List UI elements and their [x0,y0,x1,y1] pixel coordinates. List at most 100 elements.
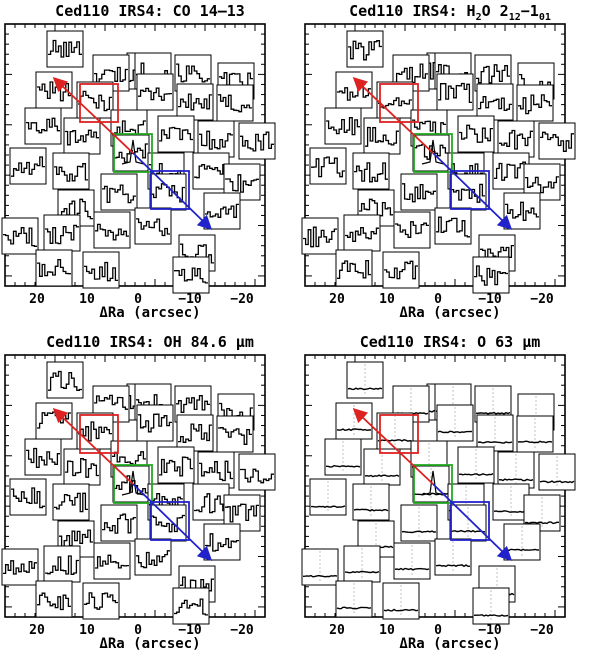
x-tick-label: 10 [379,623,395,636]
central-peak [421,470,445,496]
spaxel [216,84,254,122]
spectrum [377,439,413,442]
spectrum [136,218,170,237]
redshifted-outflow-arrow [352,408,434,485]
spaxel-box [63,448,101,486]
spaxel-box [9,478,47,516]
spectrum [94,394,128,410]
spaxel [172,587,210,625]
x-tick-label: 20 [29,292,45,305]
spaxel [63,117,101,155]
spaxel-box [46,30,84,68]
spaxel-box [343,214,381,252]
spectrum [240,468,274,484]
spectrum [159,126,193,142]
spaxel [35,249,73,287]
redshifted-outflow-arrow [52,77,134,154]
spectrum [26,447,60,469]
x-axis-label: ΔRa (arcsec) [99,636,201,652]
spectrum [364,474,400,478]
spaxel [52,483,90,521]
spaxel [382,582,420,620]
spaxel [136,73,174,111]
spaxel [457,446,495,484]
spectrum [435,564,471,568]
spectrum [325,464,361,468]
spectrum [478,96,512,112]
spaxel [436,73,474,111]
spaxel-box [197,451,235,489]
spaxel [352,152,390,190]
x-tick-label: 0 [434,292,442,305]
spectrum [505,201,539,221]
spaxel [503,523,541,561]
spaxel [363,117,401,155]
blueshifted-outflow-arrow [432,152,513,231]
spectrum [54,492,88,513]
blue-spaxel-highlight [450,501,490,541]
spaxel-box [24,438,62,476]
spaxels [301,361,576,625]
spaxel [393,211,431,249]
x-tick-label: 10 [79,292,95,305]
x-tick-label: −10 [178,623,202,636]
spaxel [376,412,414,450]
spaxel-box [9,147,47,185]
spaxel-box [301,217,339,255]
spaxel [346,361,384,399]
spaxel-box [134,207,172,245]
spaxel-map: 20 10 0 −10 −20 [301,23,576,305]
spectrum [344,570,380,574]
spaxel [516,84,554,122]
spaxel-box [309,147,347,185]
spaxel [363,448,401,486]
spectrum [112,451,146,466]
spaxel [100,504,138,542]
spaxel [63,448,101,486]
spaxel [216,415,254,453]
spaxel [324,107,362,145]
spaxel [157,115,195,153]
spaxel-box [538,122,576,160]
x-tick-label: 20 [29,623,45,636]
spectrum [437,430,473,434]
x-axis-label: ΔRa (arcsec) [399,305,501,321]
spaxel-box [382,251,420,289]
spaxel-box [192,483,230,521]
spectrum [78,421,112,442]
spaxel-map: 20 10 0 −10 −20 [301,354,576,636]
spaxel [400,504,438,542]
spectrum [45,555,79,575]
spectrum [459,124,493,143]
spaxel-box [52,152,90,190]
spectrum [174,267,208,284]
spaxel-box [216,84,254,122]
spaxel-box [197,120,235,158]
x-axis-label: ΔRa (arcsec) [399,636,501,652]
spectrum [218,94,252,113]
spaxel-box [82,251,120,289]
spaxel [335,580,373,618]
spectrum [302,574,338,578]
spaxel [9,147,47,185]
blue-spaxel-highlight [450,170,490,210]
spectrum [311,156,345,178]
spaxel [434,538,472,576]
spaxel [382,251,420,289]
spectrum [326,117,360,136]
spectrum [45,224,79,245]
spaxel [134,207,172,245]
spaxel [46,30,84,68]
x-tick-label: −20 [230,292,254,305]
spectrum [225,174,259,193]
spaxel [449,173,487,211]
spectrum [337,80,371,101]
spectrum [218,427,252,445]
spaxel [343,545,381,583]
spaxel-box [35,249,73,287]
spectrum [178,423,212,443]
spectrum [524,521,560,525]
spectrum [477,440,513,444]
spaxel-box [516,84,554,122]
spectrum [354,162,388,183]
